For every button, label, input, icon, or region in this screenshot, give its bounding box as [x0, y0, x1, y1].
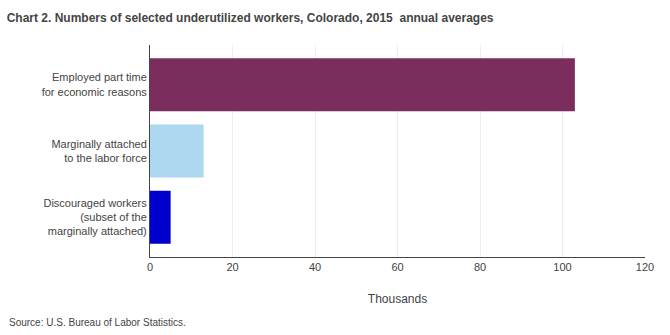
svg-text:80: 80 — [474, 261, 486, 273]
svg-text:100: 100 — [553, 261, 571, 273]
svg-text:20: 20 — [226, 261, 238, 273]
svg-text:Source: U.S. Bureau of Labor S: Source: U.S. Bureau of Labor Statistics. — [9, 317, 186, 328]
svg-text:Discouraged workers(subset of: Discouraged workers(subset of themargina… — [43, 197, 147, 238]
svg-text:Chart 2. Numbers of selected u: Chart 2. Numbers of selected underutiliz… — [7, 11, 494, 25]
svg-text:0: 0 — [147, 261, 153, 273]
svg-text:Employed part timefor economic: Employed part timefor economic reasons — [42, 71, 148, 97]
svg-text:60: 60 — [391, 261, 403, 273]
svg-text:Thousands: Thousands — [368, 292, 427, 306]
svg-text:40: 40 — [309, 261, 321, 273]
svg-text:Marginally attachedto the labo: Marginally attachedto the labor force — [51, 138, 146, 164]
svg-text:120: 120 — [636, 261, 654, 273]
